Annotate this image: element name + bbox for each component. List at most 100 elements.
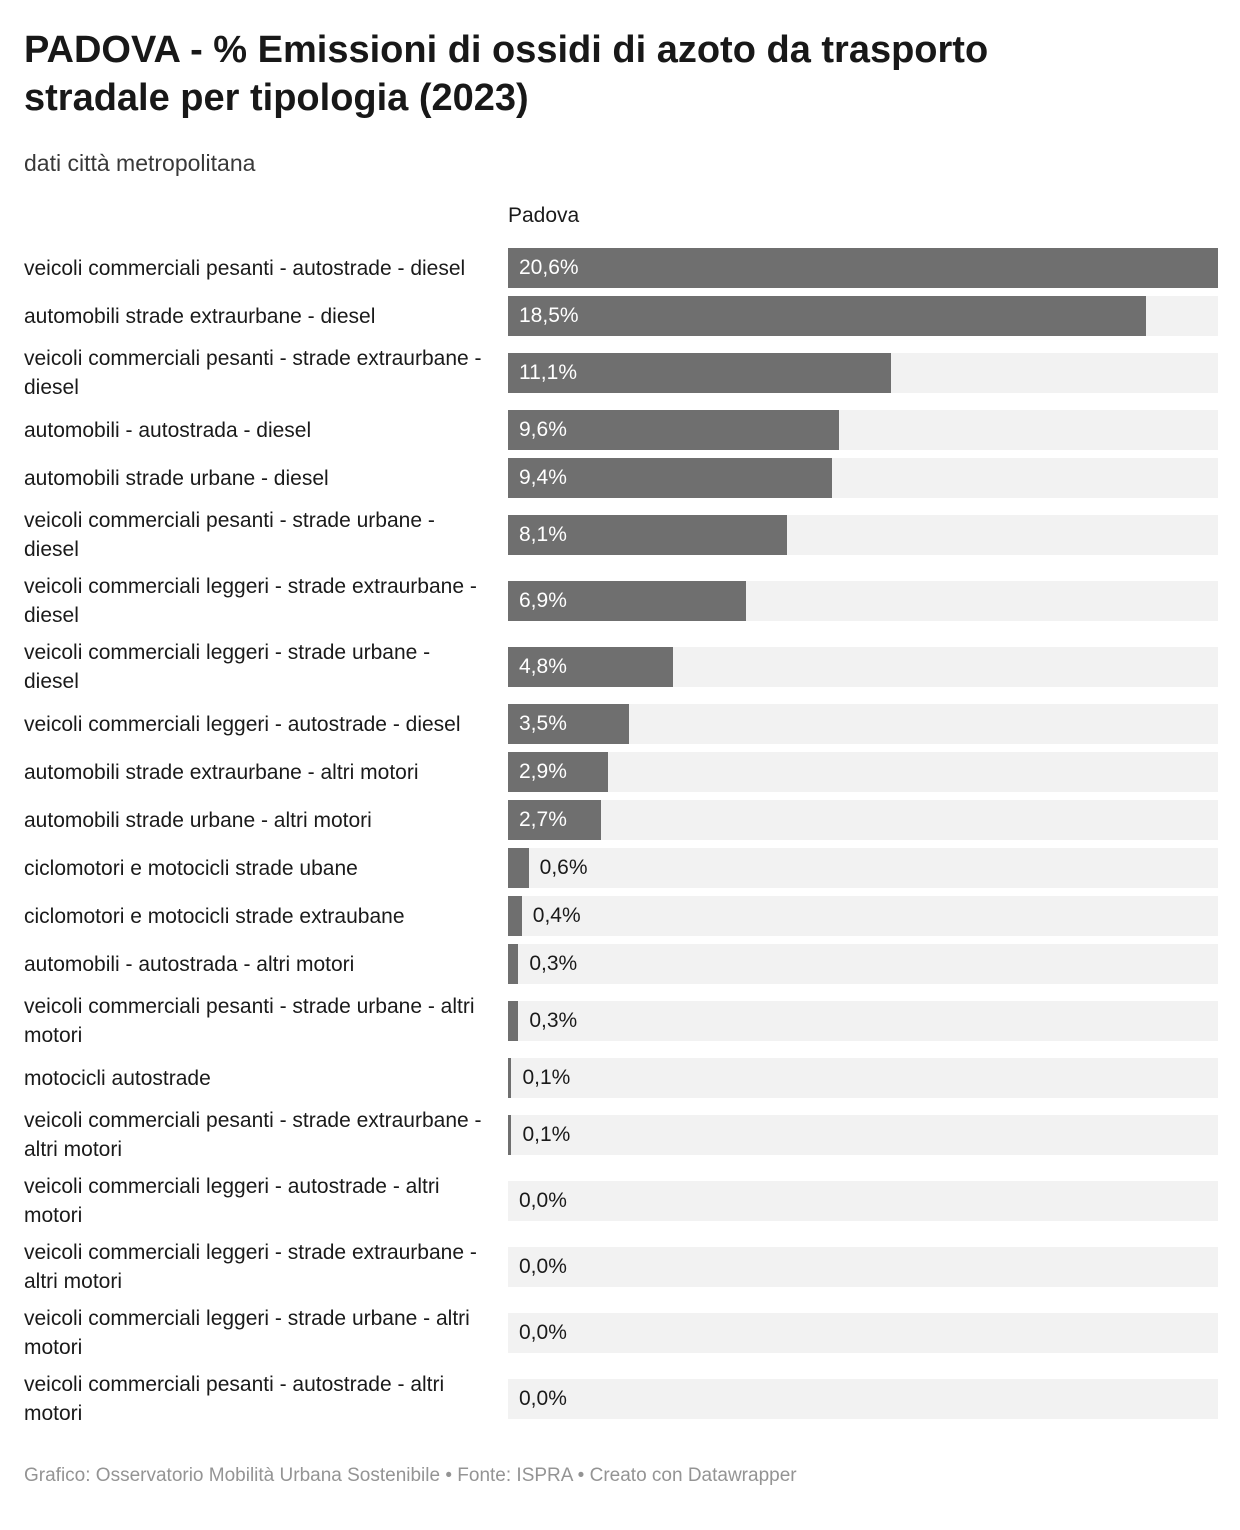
chart-row: veicoli commerciali pesanti - strade ext… xyxy=(24,340,1218,406)
value-label: 9,4% xyxy=(519,466,567,489)
category-label: veicoli commerciali leggeri - strade ext… xyxy=(24,575,477,627)
category-label: veicoli commerciali leggeri - autostrade… xyxy=(24,1175,440,1227)
bar-track: 2,7% xyxy=(508,800,1218,840)
chart-title: PADOVA - % Emissioni di ossidi di azoto … xyxy=(24,29,989,119)
bar-track: 2,9% xyxy=(508,752,1218,792)
value-label: 3,5% xyxy=(519,712,567,735)
value-label: 4,8% xyxy=(519,655,567,678)
chart-row: veicoli commerciali pesanti - autostrade… xyxy=(24,244,1218,292)
value-label: 0,1% xyxy=(522,1123,571,1146)
column-header: Padova xyxy=(508,204,580,227)
bar[interactable] xyxy=(508,944,519,984)
category-label: veicoli commerciali leggeri - strade ext… xyxy=(24,1241,477,1293)
category-label: automobili strade extraurbane - altri mo… xyxy=(24,760,419,784)
chart-row: automobili strade extraurbane - altri mo… xyxy=(24,748,1218,796)
chart-row: veicoli commerciali leggeri - autostrade… xyxy=(24,700,1218,748)
category-label: veicoli commerciali pesanti - strade urb… xyxy=(24,509,435,561)
bar[interactable] xyxy=(508,704,629,744)
bar[interactable] xyxy=(508,248,1218,288)
category-label: automobili strade urbane - altri motori xyxy=(24,808,372,832)
bar[interactable] xyxy=(508,1001,519,1041)
category-label: veicoli commerciali pesanti - autostrade… xyxy=(24,256,466,280)
bar[interactable] xyxy=(508,647,674,687)
bar-track: 0,3% xyxy=(508,1001,1218,1041)
bar-track: 0,3% xyxy=(508,944,1218,984)
bar-rows: veicoli commerciali pesanti - autostrade… xyxy=(24,244,1218,1432)
category-label: ciclomotori e motocicli strade ubane xyxy=(24,856,358,880)
value-label: 18,5% xyxy=(519,304,579,327)
category-label: automobili - autostrada - diesel xyxy=(24,418,312,442)
value-label: 0,0% xyxy=(519,1189,567,1212)
bar[interactable] xyxy=(508,848,529,888)
bar[interactable] xyxy=(508,296,1146,336)
value-label: 0,3% xyxy=(529,1009,578,1032)
value-label: 0,0% xyxy=(519,1321,567,1344)
value-label: 20,6% xyxy=(519,256,579,279)
chart-row: automobili strade urbane - altri motori 2… xyxy=(24,796,1218,844)
bar[interactable] xyxy=(508,353,891,393)
chart-row: automobili strade extraurbane - diesel 18… xyxy=(24,292,1218,340)
chart-row: veicoli commerciali pesanti - autostrade… xyxy=(24,1366,1218,1432)
chart-row: veicoli commerciali leggeri - strade urb… xyxy=(24,634,1218,700)
bar-track: 9,4% xyxy=(508,458,1218,498)
bar-track: 0,4% xyxy=(508,896,1218,936)
chart-row: veicoli commerciali pesanti - strade ext… xyxy=(24,1102,1218,1168)
chart-row: ciclomotori e motocicli strade extrauban… xyxy=(24,892,1218,940)
chart-row: veicoli commerciali leggeri - strade ext… xyxy=(24,568,1218,634)
value-label: 6,9% xyxy=(519,589,567,612)
bar-track: 0,0% xyxy=(508,1181,1218,1221)
category-label: veicoli commerciali pesanti - strade ext… xyxy=(24,347,482,399)
category-label: veicoli commerciali leggeri - strade urb… xyxy=(24,1307,470,1359)
bar-track: 6,9% xyxy=(508,581,1218,621)
category-label: veicoli commerciali leggeri - autostrade… xyxy=(24,712,461,736)
chart-row: automobili - autostrada - diesel 9,6% xyxy=(24,406,1218,454)
bar-track: 8,1% xyxy=(508,515,1218,555)
bar-track: 0,1% xyxy=(508,1058,1218,1098)
chart-row: motocicli autostrade 0,1% xyxy=(24,1054,1218,1102)
value-label: 2,7% xyxy=(519,808,567,831)
chart-row: automobili - autostrada - altri motori 0,… xyxy=(24,940,1218,988)
bar[interactable] xyxy=(508,896,522,936)
value-label: 9,6% xyxy=(519,418,567,441)
value-label: 11,1% xyxy=(519,361,577,384)
bar-track: 0,6% xyxy=(508,848,1218,888)
bar[interactable] xyxy=(508,515,788,555)
bar[interactable] xyxy=(508,1058,512,1098)
value-label: 8,1% xyxy=(519,523,567,546)
category-label: veicoli commerciali pesanti - autostrade… xyxy=(24,1373,445,1425)
chart-footer-credits: Grafico: Osservatorio Mobilità Urbana So… xyxy=(24,1465,797,1486)
bar-track: 0,0% xyxy=(508,1247,1218,1287)
bar[interactable] xyxy=(508,1115,512,1155)
category-label: automobili strade urbane - diesel xyxy=(24,466,329,490)
chart-row: veicoli commerciali pesanti - strade urb… xyxy=(24,502,1218,568)
chart-row: ciclomotori e motocicli strade ubane 0,6% xyxy=(24,844,1218,892)
chart-row: veicoli commerciali leggeri - strade ext… xyxy=(24,1234,1218,1300)
value-label: 2,9% xyxy=(519,760,567,783)
category-label: veicoli commerciali leggeri - strade urb… xyxy=(24,641,431,693)
bar[interactable] xyxy=(508,410,839,450)
chart-row: veicoli commerciali leggeri - autostrade… xyxy=(24,1168,1218,1234)
bar[interactable] xyxy=(508,752,608,792)
bar[interactable] xyxy=(508,800,602,840)
value-label: 0,6% xyxy=(539,856,588,879)
bar-track: 11,1% xyxy=(508,353,1218,393)
chart-subtitle: dati città metropolitana xyxy=(24,150,256,176)
bar-track: 0,1% xyxy=(508,1115,1218,1155)
value-label: 0,3% xyxy=(529,952,578,975)
bar[interactable] xyxy=(508,581,746,621)
chart-row: automobili strade urbane - diesel 9,4% xyxy=(24,454,1218,502)
bar-track: 0,0% xyxy=(508,1313,1218,1353)
value-label: 0,0% xyxy=(519,1387,567,1410)
category-label: ciclomotori e motocicli strade extrauban… xyxy=(24,904,405,928)
bar-track: 20,6% xyxy=(508,248,1218,288)
chart-row: veicoli commerciali leggeri - strade urb… xyxy=(24,1300,1218,1366)
bar-track: 3,5% xyxy=(508,704,1218,744)
category-label: veicoli commerciali pesanti - strade urb… xyxy=(24,995,475,1047)
chart-row: veicoli commerciali pesanti - strade urb… xyxy=(24,988,1218,1054)
category-label: veicoli commerciali pesanti - strade ext… xyxy=(24,1109,482,1161)
bar-track: 4,8% xyxy=(508,647,1218,687)
bar[interactable] xyxy=(508,458,832,498)
value-label: 0,1% xyxy=(522,1066,571,1089)
value-label: 0,4% xyxy=(532,904,581,927)
